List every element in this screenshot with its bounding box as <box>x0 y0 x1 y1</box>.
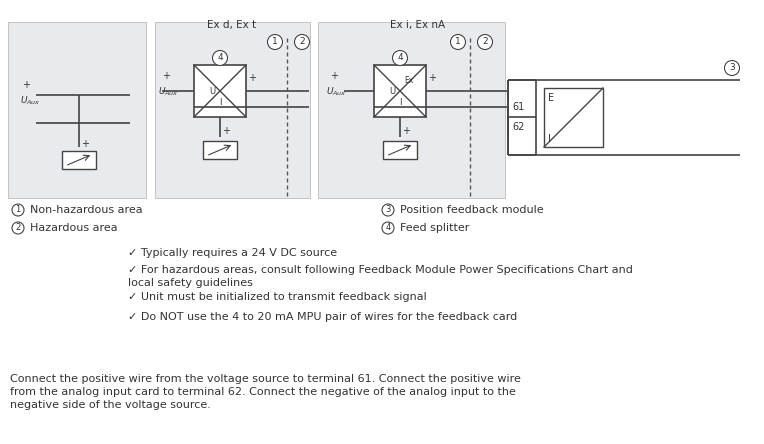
Circle shape <box>12 222 24 234</box>
Text: I: I <box>219 98 222 107</box>
Text: 1: 1 <box>455 37 461 47</box>
Text: Hazardous area: Hazardous area <box>30 223 118 233</box>
Text: Ex d, Ex t: Ex d, Ex t <box>208 20 257 30</box>
Text: 2: 2 <box>15 223 21 233</box>
Text: 2: 2 <box>299 37 305 47</box>
Circle shape <box>212 51 228 66</box>
Text: I: I <box>399 98 401 107</box>
Text: Feed splitter: Feed splitter <box>400 223 469 233</box>
Text: Ex i, Ex nA: Ex i, Ex nA <box>390 20 445 30</box>
Text: 61: 61 <box>512 103 524 112</box>
Text: +: + <box>428 73 436 83</box>
Text: 1: 1 <box>272 37 278 47</box>
Text: +: + <box>81 139 89 149</box>
Text: ✓ Unit must be initialized to transmit feedback signal: ✓ Unit must be initialized to transmit f… <box>128 292 427 302</box>
Circle shape <box>451 35 465 49</box>
Text: +: + <box>22 80 30 90</box>
Text: Connect the positive wire from the voltage source to terminal 61. Connect the po: Connect the positive wire from the volta… <box>10 374 521 410</box>
Bar <box>203 141 237 159</box>
Text: 4: 4 <box>217 53 223 63</box>
Bar <box>383 141 417 159</box>
Bar <box>544 88 603 147</box>
Text: +: + <box>248 73 256 83</box>
Text: 3: 3 <box>729 63 735 72</box>
Text: I: I <box>548 134 551 144</box>
Text: 3: 3 <box>385 206 390 214</box>
Text: $U_{Aux}$: $U_{Aux}$ <box>158 85 179 98</box>
Text: 1: 1 <box>15 206 21 214</box>
Text: ✓ Do NOT use the 4 to 20 mA MPU pair of wires for the feedback card: ✓ Do NOT use the 4 to 20 mA MPU pair of … <box>128 312 517 322</box>
Text: U: U <box>389 87 395 95</box>
Text: Ex: Ex <box>404 76 414 85</box>
Text: Position feedback module: Position feedback module <box>400 205 544 215</box>
Text: E: E <box>548 93 554 103</box>
Text: 2: 2 <box>482 37 487 47</box>
Circle shape <box>382 204 394 216</box>
Bar <box>374 65 426 117</box>
Text: +: + <box>330 71 338 81</box>
Text: Non-hazardous area: Non-hazardous area <box>30 205 143 215</box>
Text: ✓ For hazardous areas, consult following Feedback Module Power Specifications Ch: ✓ For hazardous areas, consult following… <box>128 265 633 288</box>
Circle shape <box>294 35 309 49</box>
Text: ✓ Typically requires a 24 V DC source: ✓ Typically requires a 24 V DC source <box>128 248 337 258</box>
Text: $U_{Aux}$: $U_{Aux}$ <box>20 95 40 107</box>
Bar <box>8 22 146 198</box>
Text: 4: 4 <box>385 223 390 233</box>
Bar <box>62 151 96 169</box>
Circle shape <box>382 222 394 234</box>
Bar <box>318 22 505 198</box>
Text: U: U <box>209 87 215 95</box>
Text: +: + <box>402 126 410 136</box>
Circle shape <box>393 51 407 66</box>
Circle shape <box>478 35 493 49</box>
Circle shape <box>267 35 283 49</box>
Bar <box>194 65 246 117</box>
Text: 4: 4 <box>397 53 403 63</box>
Text: +: + <box>162 71 170 81</box>
Bar <box>155 22 310 198</box>
Text: $U_{Aux}$: $U_{Aux}$ <box>326 85 347 98</box>
Circle shape <box>724 60 740 75</box>
Circle shape <box>12 204 24 216</box>
Text: 62: 62 <box>512 123 524 132</box>
Text: +: + <box>222 126 230 136</box>
